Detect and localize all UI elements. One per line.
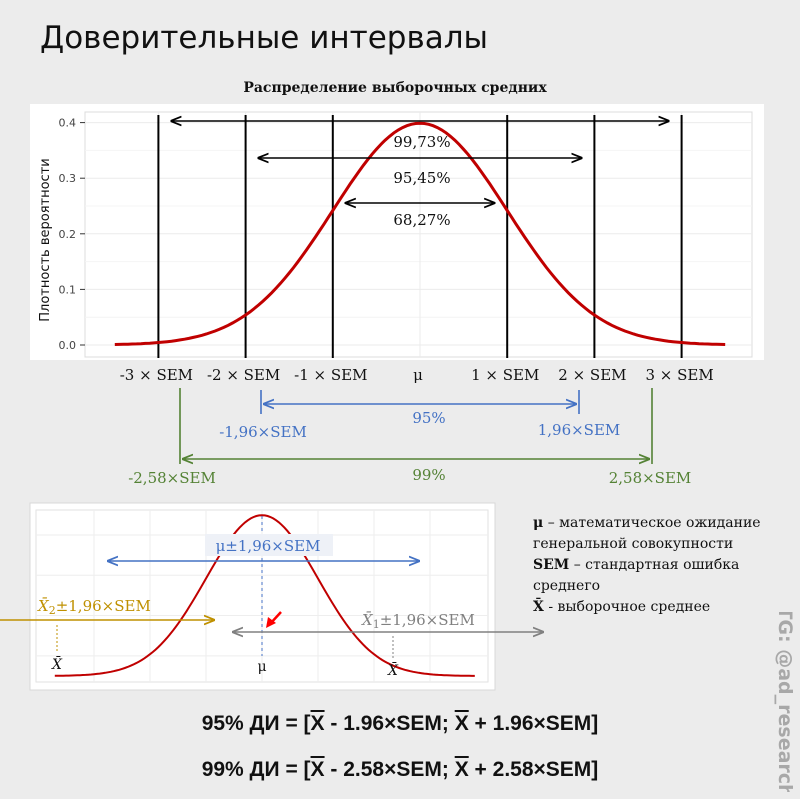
- y-tick-label: 0.0: [59, 339, 77, 352]
- f95-xbar-2: X: [454, 712, 469, 735]
- x-tick-label: μ: [413, 366, 423, 384]
- y-tick-label: 0.2: [59, 228, 77, 241]
- interval-label: 95,45%: [393, 169, 450, 187]
- x-tick-label: -2 × SEM: [207, 366, 280, 384]
- ci95-right-label: 1,96×SEM: [538, 421, 621, 439]
- x-tick-label: -3 × SEM: [120, 366, 193, 384]
- ci99-label: 99%: [412, 466, 445, 484]
- ci95-annotation: 95% -1,96×SEM 1,96×SEM: [219, 390, 620, 441]
- sample2-sub: 2: [49, 604, 56, 617]
- legend-x-text: - выборочное среднее: [543, 599, 711, 615]
- sample2-label: X̄2±1,96×SEM: [37, 597, 151, 617]
- sample1-rest: ±1,96×SEM: [380, 611, 475, 629]
- f99-mid: - 2.58×SEM;: [324, 758, 455, 781]
- f95-prefix: 95% ДИ = [: [201, 712, 311, 735]
- interval-label: 99,73%: [393, 133, 450, 151]
- x-axis-ticks: -3 × SEM -2 × SEM -1 × SEM μ 1 × SEM 2 × SEM 3…: [120, 366, 714, 384]
- f99-xbar-1: X: [310, 758, 325, 781]
- legend-x-key: X̄: [533, 599, 544, 615]
- sample1-sub: 1: [373, 618, 380, 631]
- ci95-label: 95%: [412, 409, 445, 427]
- sample1-xbar: X̄: [361, 611, 374, 629]
- legend-sem-text: – стандартная ошибка среднего: [533, 557, 740, 594]
- f99-end: + 2.58×SEM]: [468, 758, 599, 781]
- mu-interval-label: μ±1,96×SEM: [216, 537, 321, 555]
- mu-axis-label: μ: [257, 659, 266, 675]
- x-tick-label: -1 × SEM: [294, 366, 367, 384]
- mu-label-box: [205, 534, 333, 556]
- sample2-xbar: X̄: [37, 597, 50, 615]
- f95-mid: - 1.96×SEM;: [324, 712, 455, 735]
- ci99-annotation: 99% -2,58×SEM 2,58×SEM: [128, 388, 691, 487]
- f95-xbar-1: X: [310, 712, 325, 735]
- formula-99: 99% ДИ = [X - 2.58×SEM; X + 2.58×SEM]: [0, 758, 800, 782]
- chart-title: Распределение выборочных средних: [243, 80, 547, 96]
- x-tick-label: 2 × SEM: [558, 366, 626, 384]
- x-tick-label: 3 × SEM: [645, 366, 713, 384]
- legend-mu-key: μ: [533, 515, 544, 531]
- watermark-text: TG: @ad_research: [774, 612, 793, 792]
- watermark: TG: @ad_research: [774, 612, 793, 792]
- legend-sem-key: SEM: [533, 557, 570, 573]
- y-tick-label: 0.4: [59, 117, 77, 130]
- red-pointer-head: [266, 617, 276, 628]
- f95-end: + 1.96×SEM]: [468, 712, 599, 735]
- ci99-left-label: -2,58×SEM: [128, 469, 216, 487]
- lower-density-curve: [54, 514, 475, 677]
- f99-xbar-2: X: [454, 758, 469, 781]
- sample2-rest: ±1,96×SEM: [56, 597, 151, 615]
- y-axis-ticks: 0.0 0.1 0.2 0.3 0.4: [59, 117, 85, 352]
- ci95-left-label: -1,96×SEM: [219, 423, 307, 441]
- slide-title: Доверительные интервалы: [40, 20, 489, 56]
- y-tick-label: 0.3: [59, 172, 77, 185]
- x-tick-label: 1 × SEM: [471, 366, 539, 384]
- formula-95: 95% ДИ = [X - 1.96×SEM; X + 1.96×SEM]: [0, 712, 800, 736]
- xbar1-axis-label: X̄: [387, 661, 399, 679]
- legend: μ – математическое ожидание генеральной …: [533, 513, 793, 618]
- xbar2-axis-label: X̄: [51, 655, 63, 673]
- y-axis-label: Плотность вероятности: [38, 158, 53, 321]
- interval-label: 68,27%: [393, 211, 450, 229]
- f99-prefix: 99% ДИ = [: [201, 758, 311, 781]
- ci99-right-label: 2,58×SEM: [609, 469, 692, 487]
- legend-mu-text: – математическое ожидание генеральной со…: [533, 515, 761, 552]
- y-tick-label: 0.1: [59, 283, 77, 296]
- sample1-label: X̄1±1,96×SEM: [361, 611, 475, 631]
- interval-arrows: 99,73% 95,45% 68,27%: [171, 121, 668, 229]
